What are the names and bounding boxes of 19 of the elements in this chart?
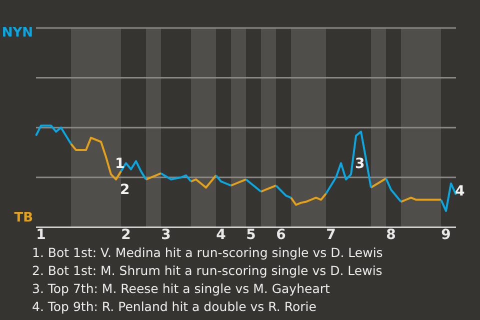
x-tick-label: 2 <box>121 227 131 244</box>
x-tick-label: 5 <box>246 227 256 244</box>
text: 1. Bot 1st: V. Medina hit a run-scoring single vs D. Lewis <box>32 244 383 262</box>
text: TB <box>14 210 33 226</box>
annotation: 1 <box>115 156 125 172</box>
x-tick-label: 7 <box>326 227 336 244</box>
x-tick-label: 1 <box>36 227 46 244</box>
annotation: 4 <box>455 183 465 200</box>
annotation: 2 <box>120 182 130 198</box>
x-tick-label: 3 <box>161 227 171 244</box>
x-tick-label: 4 <box>216 227 226 244</box>
text: NYN <box>2 25 33 40</box>
text: 3. Top 7th: M. Reese hit a single vs M. Gayheart <box>32 280 331 298</box>
x-tick-label: 9 <box>441 227 451 244</box>
x-tick-label: 8 <box>386 227 396 244</box>
text: 4. Top 9th: R. Penland hit a double vs R. Rorie <box>32 298 318 316</box>
annotation: 3 <box>355 156 365 172</box>
x-tick-label: 6 <box>276 227 286 244</box>
text: 2. Bot 1st: M. Shrum hit a run-scoring single vs D. Lewis <box>32 262 383 280</box>
